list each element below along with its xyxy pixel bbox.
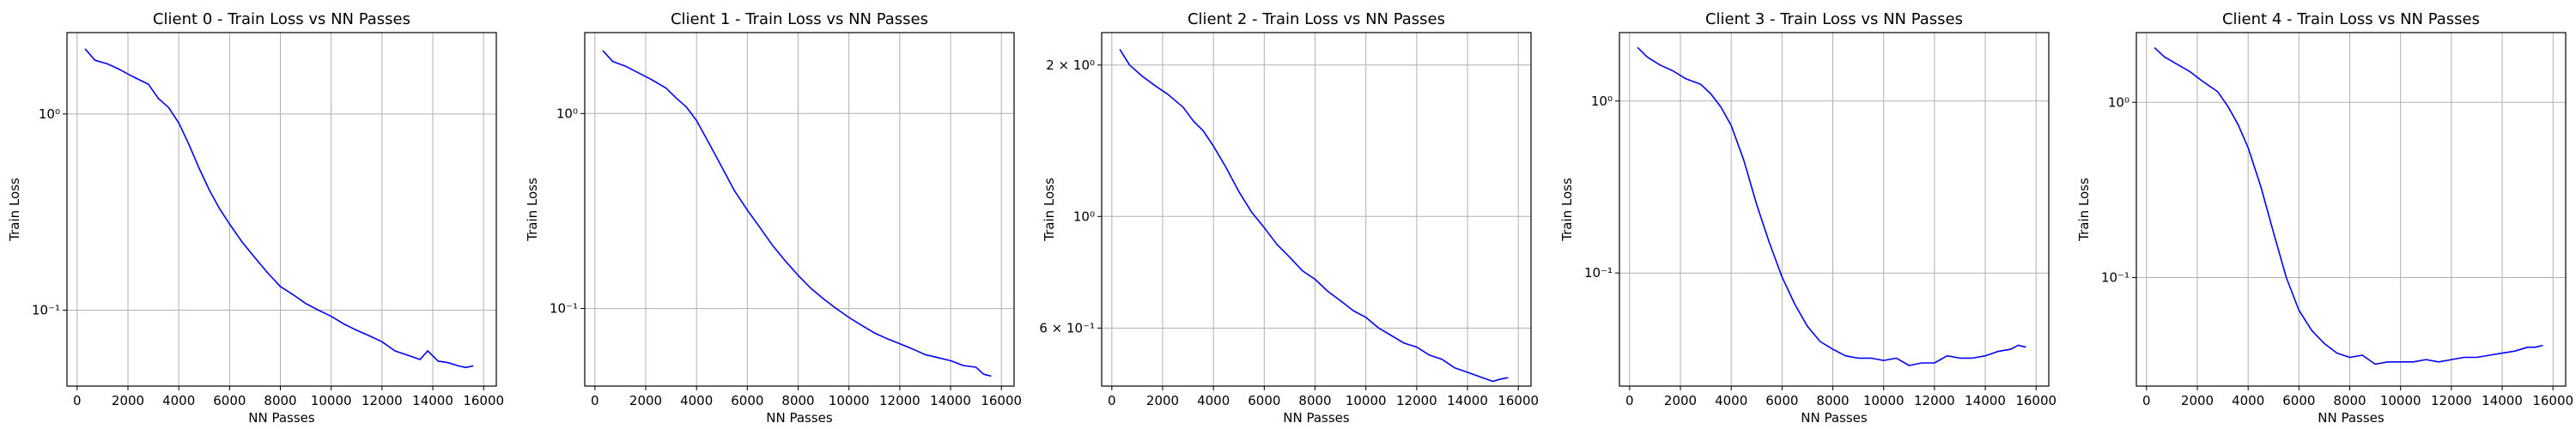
y-tick-label: 10⁰ (1591, 94, 1613, 109)
train-loss-series-line (84, 48, 474, 369)
train-loss-series-line (2154, 47, 2543, 366)
x-tick-label: 6000 (2282, 393, 2315, 408)
x-tick-label: 6000 (1765, 393, 1798, 408)
x-tick-label: 2000 (2181, 393, 2214, 408)
x-tick-label: 16000 (2532, 393, 2573, 408)
x-tick-label: 6000 (731, 393, 763, 408)
y-tick-label: 10⁻¹ (1584, 265, 1613, 281)
chart-panel-3: 0 2000 4000 6000 8000 10000 12000 14000 16000 10⁻… (1559, 10, 2057, 426)
x-tick-label: 0 (2142, 393, 2151, 408)
y-tick-label: 10⁰ (556, 106, 578, 121)
x-tick-label: 10000 (2380, 393, 2421, 408)
x-tick-label: 4000 (2232, 393, 2264, 408)
x-tick-label: 4000 (1197, 393, 1230, 408)
y-tick-label: 10⁻¹ (550, 301, 578, 317)
x-tick-label: 0 (591, 393, 599, 408)
x-tick-label: 4000 (1715, 393, 1747, 408)
y-tick-label: 10⁰ (39, 106, 60, 122)
y-axis-label: Train Loss (7, 178, 22, 242)
x-tick-label: 14000 (1965, 393, 2006, 408)
axes-frame (1619, 32, 2050, 387)
x-tick-label: 16000 (981, 393, 1022, 408)
chart-panel-0: 0 2000 4000 6000 8000 10000 12000 14000 16000 10⁻… (7, 10, 504, 426)
chart-title: Client 2 - Train Loss vs NN Passes (1188, 10, 1445, 28)
x-axis-label: NN Passes (248, 410, 315, 426)
chart-title: Client 0 - Train Loss vs NN Passes (153, 10, 410, 28)
axes-frame (584, 32, 1015, 387)
chart-panel-2: 0 2000 4000 6000 8000 10000 12000 14000 16000 6 ×… (1039, 10, 1539, 426)
y-tick-label: 10⁻¹ (2101, 269, 2129, 285)
y-axis-label: Train Loss (2076, 178, 2092, 242)
x-tick-label: 8000 (1298, 393, 1331, 408)
chart-panel-1: 0 2000 4000 6000 8000 10000 12000 14000 16000 10⁻… (525, 10, 1022, 426)
x-axis-label: NN Passes (1801, 410, 1868, 426)
x-tick-label: 0 (1625, 393, 1634, 408)
x-tick-label: 10000 (311, 393, 352, 408)
x-axis-label: NN Passes (766, 410, 833, 426)
chart-title: Client 3 - Train Loss vs NN Passes (1705, 10, 1963, 28)
x-tick-label: 2000 (1664, 393, 1697, 408)
chart-title: Client 4 - Train Loss vs NN Passes (2222, 10, 2480, 28)
x-tick-label: 2000 (112, 393, 144, 408)
x-tick-label: 8000 (1816, 393, 1849, 408)
x-tick-label: 16000 (2015, 393, 2057, 408)
x-tick-label: 0 (73, 393, 82, 408)
x-tick-label: 10000 (1863, 393, 1905, 408)
y-tick-label: 10⁰ (2108, 94, 2129, 110)
x-tick-label: 0 (1108, 393, 1116, 408)
x-tick-label: 12000 (1914, 393, 1955, 408)
y-tick-label: 2 × 10⁰ (1046, 57, 1095, 73)
y-axis-label: Train Loss (1042, 178, 1057, 242)
x-tick-label: 12000 (1396, 393, 1437, 408)
train-loss-series-line (1119, 48, 1509, 383)
axes-frame (1101, 32, 1532, 387)
y-axis-label: Train Loss (1559, 178, 1575, 242)
x-tick-label: 10000 (829, 393, 870, 408)
x-axis-label: NN Passes (2318, 410, 2385, 426)
x-tick-label: 2000 (1146, 393, 1179, 408)
chart-panel-4: 0 2000 4000 6000 8000 10000 12000 14000 16000 10⁻… (2076, 10, 2573, 426)
y-tick-label: 10⁻¹ (32, 302, 60, 317)
x-tick-label: 16000 (1498, 393, 1539, 408)
x-tick-label: 4000 (680, 393, 713, 408)
y-tick-label: 10⁰ (1073, 208, 1095, 224)
x-tick-label: 14000 (412, 393, 453, 408)
x-tick-label: 6000 (213, 393, 246, 408)
x-tick-label: 6000 (1248, 393, 1280, 408)
y-tick-label: 6 × 10⁻¹ (1039, 320, 1095, 335)
x-tick-label: 16000 (463, 393, 504, 408)
x-tick-label: 8000 (264, 393, 296, 408)
chart-title: Client 1 - Train Loss vs NN Passes (671, 10, 928, 28)
x-tick-label: 10000 (1346, 393, 1387, 408)
x-tick-label: 4000 (162, 393, 195, 408)
train-loss-series-line (602, 50, 992, 378)
y-axis-label: Train Loss (525, 178, 540, 242)
x-tick-label: 2000 (629, 393, 662, 408)
x-axis-label: NN Passes (1283, 410, 1350, 426)
x-tick-label: 12000 (361, 393, 403, 408)
axes-frame (66, 32, 497, 387)
x-tick-label: 14000 (930, 393, 971, 408)
x-tick-label: 12000 (879, 393, 920, 408)
axes-frame (2136, 32, 2567, 387)
x-tick-label: 14000 (2482, 393, 2523, 408)
x-tick-label: 8000 (781, 393, 814, 408)
x-tick-label: 14000 (1447, 393, 1488, 408)
x-tick-label: 8000 (2333, 393, 2366, 408)
train-loss-series-line (1637, 46, 2026, 366)
x-tick-label: 12000 (2431, 393, 2472, 408)
